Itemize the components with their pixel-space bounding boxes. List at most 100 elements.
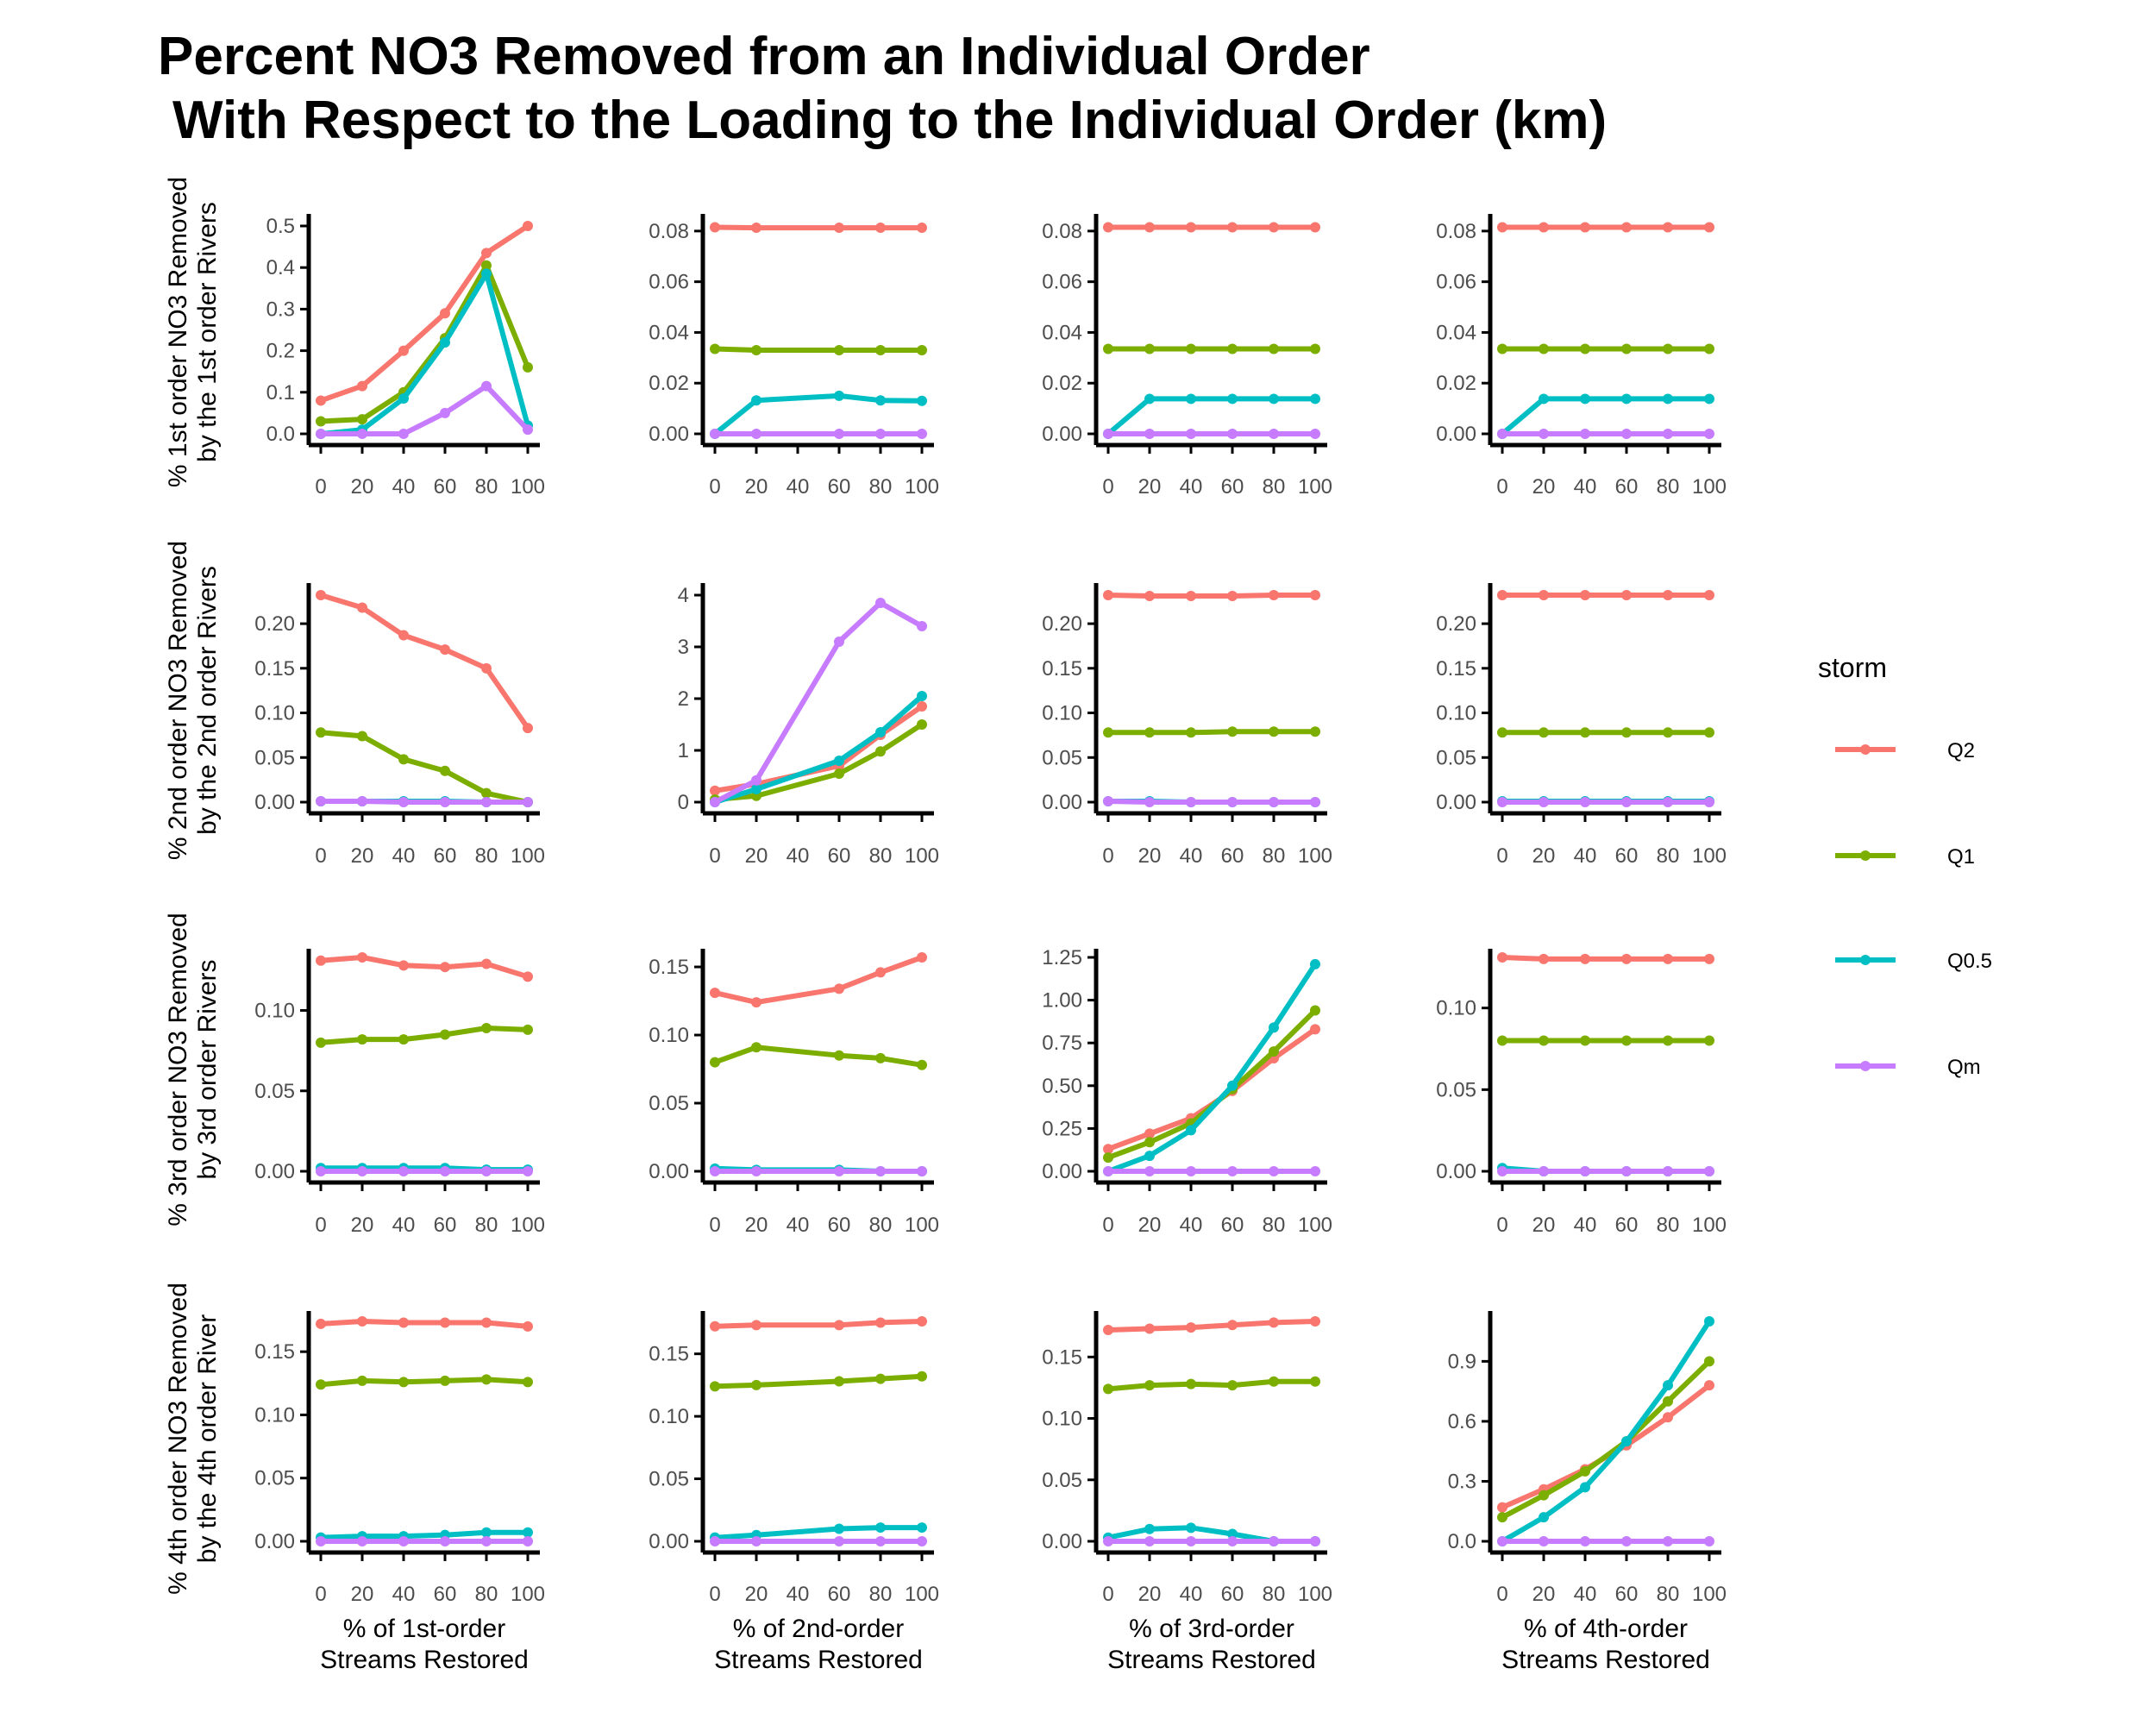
y-tick-label: 0.05: [649, 1468, 689, 1491]
series-line-Q0-5: [1106, 963, 1318, 1174]
x-tick-label: 40: [392, 844, 416, 868]
x-tick-label: 20: [1532, 1214, 1556, 1237]
x-tick-label: 100: [511, 844, 545, 868]
data-point-Qm: [875, 1536, 886, 1546]
data-point-Q1: [1497, 727, 1507, 738]
x-tick-label: 0: [709, 1214, 720, 1237]
panel-r3-c3: 0.00 0.25 0.50 0.75 1.00 1.25 0 20 40 60 80 100: [1042, 946, 1332, 1237]
data-point-Q2: [1103, 590, 1113, 600]
data-point-Q0-5: [1539, 393, 1549, 405]
x-tick-label: 80: [475, 475, 498, 499]
data-point-Qm: [917, 1536, 927, 1546]
x-tick-label: 20: [351, 475, 374, 499]
y-tick-label: 0.10: [649, 1024, 689, 1047]
panel-r1-c1: 0.0 0.1 0.2 0.3 0.4 0.5 0 20 40 60 80 100: [266, 214, 545, 499]
y-tick-label: 0.10: [254, 1000, 295, 1023]
data-point-Q2: [875, 1317, 886, 1328]
series-line-Q0-5: [1106, 396, 1315, 436]
x-tick-label: 100: [905, 1214, 939, 1237]
x-tick-label: 0: [315, 1583, 326, 1606]
y-tick-label: 0.00: [254, 1160, 295, 1183]
y-tick-label: 0.06: [1436, 271, 1476, 294]
x-tick-label: 20: [1138, 844, 1162, 868]
data-point-Q2: [1704, 953, 1714, 964]
data-point-Q2: [710, 222, 720, 233]
y-tick-label: 0.5: [266, 215, 295, 238]
x-tick-label: 20: [351, 844, 374, 868]
y-tick-label: 0.00: [254, 791, 295, 814]
data-point-Qm: [523, 1166, 533, 1176]
data-point-Q2: [1621, 222, 1632, 233]
data-point-Q1: [398, 1377, 409, 1388]
y-tick-label: 0.10: [254, 702, 295, 725]
data-point-Q2: [1704, 222, 1714, 233]
data-point-Qm: [1103, 795, 1113, 806]
data-point-Qm: [710, 1166, 720, 1176]
y-tick-label: 1: [678, 739, 689, 762]
data-point-Qm: [398, 1166, 409, 1176]
row-2-ylabel-line2: by the 2nd order Rivers: [193, 566, 222, 835]
data-point-Q1: [1144, 1137, 1155, 1148]
data-point-Qm: [316, 1536, 326, 1546]
y-tick-label: 0.05: [254, 746, 295, 769]
y-tick-label: 0.05: [1436, 746, 1476, 769]
data-point-Qm: [1621, 429, 1632, 439]
data-point-Q2: [398, 1317, 409, 1328]
data-point-Q1: [357, 1034, 367, 1045]
series-line-Q2: [1501, 955, 1709, 962]
data-point-Q2: [1663, 1412, 1673, 1423]
data-point-Qm: [1539, 1166, 1549, 1176]
data-point-Q2: [834, 223, 844, 234]
panel-r3-c4: 0.00 0.05 0.10 0 20 40 60 80 100: [1436, 949, 1727, 1237]
data-point-Q0-5: [1580, 1482, 1590, 1493]
data-point-Qm: [1663, 1166, 1673, 1176]
data-point-Q2: [1186, 1322, 1196, 1333]
data-point-Q2: [440, 1317, 450, 1328]
data-point-Q1: [875, 746, 886, 757]
x-tick-label: 100: [511, 1583, 545, 1606]
y-tick-label: 0.10: [254, 1403, 295, 1427]
x-tick-label: 60: [1615, 1214, 1639, 1237]
data-point-Qm: [1704, 797, 1714, 807]
data-point-Q0-5: [1539, 1512, 1549, 1523]
y-tick-label: 0.10: [1436, 997, 1476, 1020]
series-line-Q2: [1107, 1319, 1316, 1333]
data-point-Qm: [1580, 1166, 1590, 1176]
y-tick-label: 0.08: [649, 220, 689, 243]
data-point-Q2: [751, 997, 761, 1008]
data-point-Q1: [1580, 343, 1590, 354]
data-point-Q2: [1269, 222, 1279, 233]
data-point-Q2: [1103, 222, 1113, 233]
data-point-Q2: [1539, 953, 1549, 964]
data-point-Q2: [1663, 222, 1673, 233]
y-tick-label: 0.9: [1448, 1350, 1476, 1373]
y-tick-label: 0.00: [649, 1530, 689, 1553]
data-point-Qm: [834, 1536, 844, 1546]
data-point-Qm: [1663, 1536, 1673, 1546]
legend: storm Q2 Q1 Q0.5 Qm: [1818, 652, 1992, 1079]
y-tick-label: 0.15: [1042, 657, 1082, 681]
legend-label: Q1: [1947, 845, 1975, 869]
data-point-Q1: [1497, 1512, 1507, 1523]
data-point-Qm: [1186, 797, 1196, 807]
column-labels: % of 1st-order Streams Restored % of 2nd-o…: [320, 1615, 1710, 1674]
data-point-Q1: [1310, 343, 1320, 354]
x-tick-label: 0: [1496, 844, 1507, 868]
data-point-Qm: [1580, 1536, 1590, 1546]
data-point-Q0-5: [481, 268, 492, 279]
x-tick-label: 60: [1221, 1214, 1244, 1237]
data-point-Q2: [481, 662, 492, 674]
data-point-Qm: [1310, 1536, 1320, 1546]
data-point-Qm: [398, 429, 409, 439]
data-point-Qm: [1269, 1536, 1279, 1546]
data-point-Qm: [316, 795, 326, 806]
row-3-ylabel-line1: % 3rd order NO3 Removed: [164, 913, 192, 1226]
data-point-Q2: [398, 345, 409, 356]
data-point-Q2: [1227, 222, 1238, 233]
data-point-Qm: [523, 424, 533, 436]
data-point-Qm: [1269, 429, 1279, 439]
x-tick-label: 0: [1102, 1214, 1113, 1237]
x-tick-label: 60: [828, 844, 851, 868]
x-tick-label: 40: [1574, 475, 1597, 499]
x-tick-label: 40: [1574, 1214, 1597, 1237]
